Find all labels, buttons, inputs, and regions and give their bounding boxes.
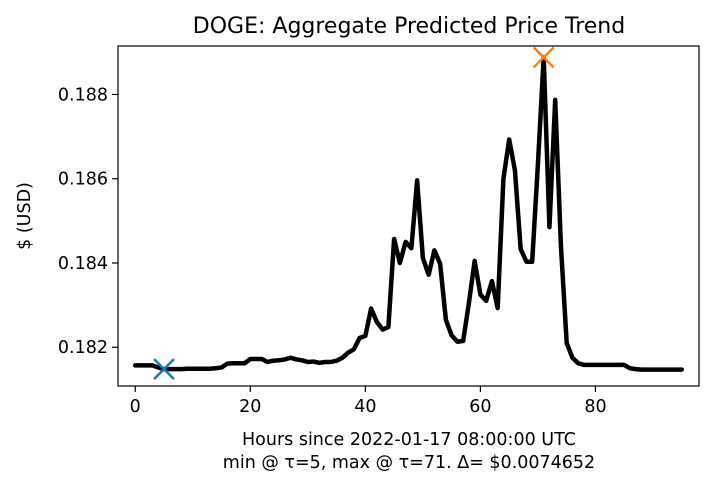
x-tick-label: 40 [354,397,376,417]
x-axis-sublabel: min @ τ=5, max @ τ=71. Δ= $0.0074652 [223,453,595,473]
y-tick-label: 0.182 [58,338,108,358]
series-line-0 [133,55,684,372]
y-tick-label: 0.184 [58,254,108,274]
y-tick-label: 0.188 [58,85,108,105]
x-tick-label: 20 [239,397,261,417]
x-axis-label: Hours since 2022-01-17 08:00:00 UTC [242,430,576,450]
axes-frame [117,45,700,387]
plot-area: 0 20 40 60 80 0.182 0.184 0.186 0.188 [58,45,700,417]
x-tick-label: 0 [130,397,141,417]
y-axis-label: $ (USD) [15,182,35,250]
max-marker [532,46,555,69]
min-marker [153,358,175,381]
chart-title: DOGE: Aggregate Predicted Price Trend [193,14,625,39]
x-tick-label: 80 [584,397,606,417]
x-tick-label: 60 [469,397,491,417]
y-tick-label: 0.186 [58,170,108,190]
